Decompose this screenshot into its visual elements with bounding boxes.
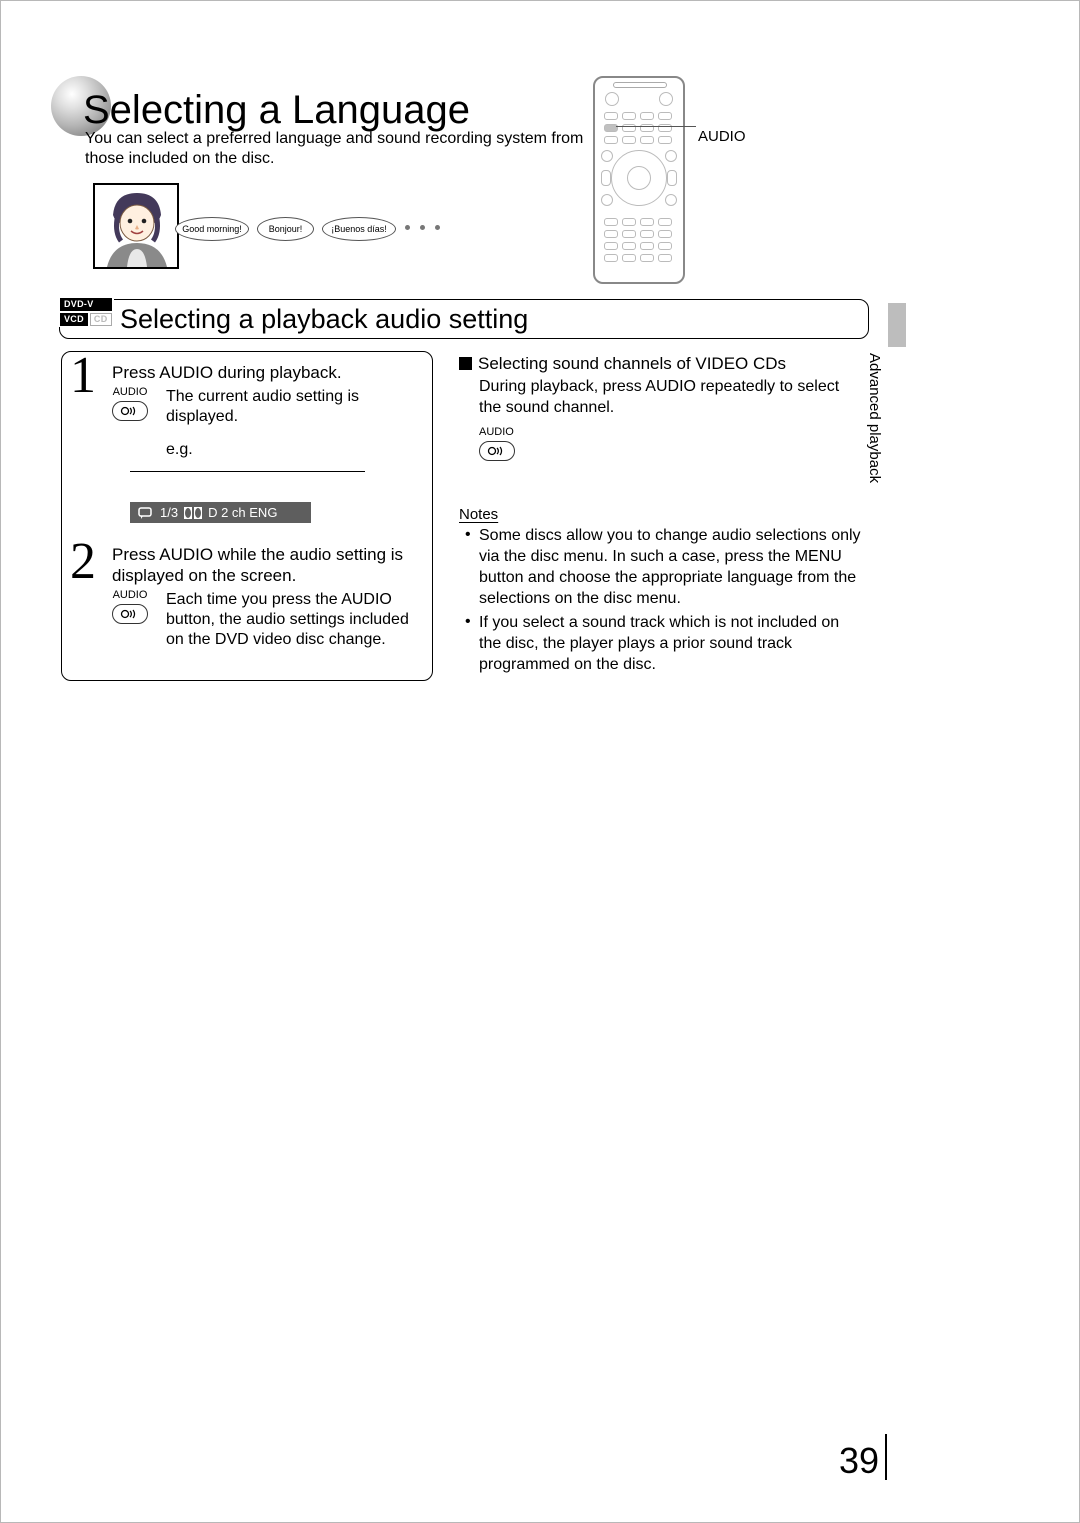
- note-item: Some discs allow you to change audio sel…: [469, 526, 861, 609]
- audio-key-icon: AUDIO: [112, 387, 148, 421]
- remote-button: [658, 112, 672, 120]
- remote-callout-line: [616, 126, 696, 127]
- remote-button: [601, 170, 611, 186]
- remote-button: [658, 254, 672, 262]
- audio-key-icon: AUDIO: [479, 427, 861, 461]
- audio-key-icon: AUDIO: [112, 590, 148, 624]
- remote-dpad-center: [627, 166, 651, 190]
- remote-button: [658, 230, 672, 238]
- step-description: The current audio setting is displayed.: [166, 387, 422, 427]
- remote-button: [605, 92, 619, 106]
- remote-button: [640, 230, 654, 238]
- dolby-icon: [184, 507, 202, 519]
- remote-button: [604, 136, 618, 144]
- speaker-waves-icon: [120, 609, 140, 619]
- right-column: Selecting sound channels of VIDEO CDs Du…: [459, 353, 861, 680]
- remote-outline: [593, 76, 685, 284]
- notes-heading: Notes: [459, 505, 861, 525]
- speech-bubble: Bonjour!: [257, 217, 314, 241]
- osd-bar: 1/3 D 2 ch ENG: [130, 502, 311, 523]
- remote-button: [601, 150, 613, 162]
- sub-section-body: During playback, press AUDIO repeatedly …: [459, 377, 861, 419]
- audio-key-right: AUDIO: [459, 427, 861, 461]
- page-number-bar: [885, 1434, 887, 1480]
- remote-button: [604, 254, 618, 262]
- section-heading: Selecting a playback audio setting: [60, 300, 868, 338]
- remote-button: [640, 254, 654, 262]
- remote-button: [665, 150, 677, 162]
- remote-button: [601, 194, 613, 206]
- remote-button: [659, 92, 673, 106]
- step-title: Press AUDIO during playback.: [112, 362, 422, 383]
- audio-key-label: AUDIO: [479, 427, 861, 438]
- speech-text: Good morning!: [182, 224, 242, 234]
- sub-section-title-text: Selecting sound channels of VIDEO CDs: [478, 354, 786, 373]
- remote-button: [640, 112, 654, 120]
- speech-balloon-icon: [138, 507, 154, 519]
- badge-dvdv: DVD-V: [60, 298, 112, 311]
- remote-diagram: AUDIO: [593, 76, 685, 284]
- remote-button: [640, 242, 654, 250]
- speech-bubble: Good morning!: [175, 217, 249, 241]
- thumb-index-tab: [888, 303, 906, 347]
- page-intro-text: You can select a preferred language and …: [85, 129, 605, 169]
- audio-key-cap: [112, 604, 148, 624]
- osd-track-text: 1/3: [160, 505, 178, 520]
- step-description: Each time you press the AUDIO button, th…: [166, 590, 422, 650]
- steps-box: 1 Press AUDIO during playback. AUDIO The…: [61, 351, 433, 681]
- remote-button: [640, 218, 654, 226]
- badge-cd: CD: [90, 313, 112, 326]
- speech-text: ¡Buenos días!: [331, 224, 387, 234]
- audio-key-cap: [112, 401, 148, 421]
- audio-key-label: AUDIO: [112, 387, 148, 398]
- remote-button: [622, 136, 636, 144]
- ellipsis-dots: [405, 225, 440, 230]
- remote-button: [604, 218, 618, 226]
- remote-button: [604, 242, 618, 250]
- square-bullet-icon: [459, 357, 472, 370]
- badge-vcd: VCD: [60, 313, 88, 326]
- remote-button: [622, 218, 636, 226]
- step-number: 1: [70, 350, 96, 402]
- audio-key-label: AUDIO: [112, 590, 148, 601]
- osd-codec-text: D 2 ch ENG: [208, 505, 277, 520]
- disc-type-badges: DVD-V VCD CD: [58, 297, 114, 327]
- remote-audio-label: AUDIO: [698, 128, 746, 145]
- remote-button: [665, 194, 677, 206]
- remote-button: [658, 242, 672, 250]
- speech-text: Bonjour!: [269, 224, 303, 234]
- note-item: If you select a sound track which is not…: [469, 613, 861, 675]
- step-number: 2: [70, 536, 96, 588]
- remote-button: [604, 112, 618, 120]
- remote-button: [622, 242, 636, 250]
- section-header-box: Selecting a playback audio setting: [59, 299, 869, 339]
- remote-button: [658, 136, 672, 144]
- remote-button: [640, 136, 654, 144]
- step-2: 2 Press AUDIO while the audio setting is…: [62, 538, 432, 657]
- osd-example: 1/3 D 2 ch ENG: [130, 471, 365, 524]
- notes-list: Some discs allow you to change audio sel…: [459, 526, 861, 676]
- remote-button: [622, 230, 636, 238]
- remote-button: [622, 112, 636, 120]
- language-illustration: Good morning! Bonjour! ¡Buenos días!: [93, 183, 185, 275]
- sub-section-title: Selecting sound channels of VIDEO CDs: [459, 353, 861, 375]
- speech-bubble: ¡Buenos días!: [322, 217, 396, 241]
- audio-key-cap: [479, 441, 515, 461]
- remote-button: [658, 218, 672, 226]
- remote-button: [604, 230, 618, 238]
- example-label: e.g.: [166, 441, 422, 459]
- section-side-label: Advanced playback: [866, 353, 883, 483]
- person-drawing: [93, 183, 185, 275]
- remote-ir-window: [613, 82, 667, 88]
- page-title-block: Selecting a Language: [31, 76, 470, 133]
- remote-button: [667, 170, 677, 186]
- page-number: 39: [839, 1440, 879, 1482]
- step-title: Press AUDIO while the audio setting is d…: [112, 544, 422, 587]
- manual-page: Selecting a Language You can select a pr…: [0, 0, 1080, 1523]
- speaker-waves-icon: [487, 446, 507, 456]
- step-1: 1 Press AUDIO during playback. AUDIO The…: [62, 352, 432, 530]
- speaker-waves-icon: [120, 406, 140, 416]
- remote-button: [622, 254, 636, 262]
- page-title: Selecting a Language: [31, 76, 470, 133]
